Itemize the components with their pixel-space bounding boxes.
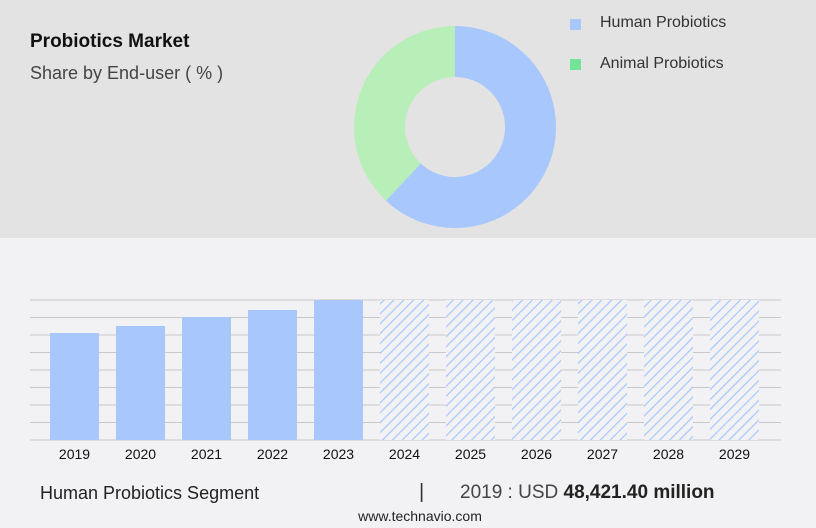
forecast-bar-2024	[380, 300, 429, 440]
legend-swatch-human	[570, 19, 581, 30]
segment-label: Human Probiotics Segment	[40, 483, 260, 503]
bar-2022	[248, 310, 297, 440]
bar-2021	[182, 317, 231, 440]
x-axis-labels: 2019 2020 2021 2022 2023 2024 2025 2026 …	[59, 446, 750, 462]
bar-series	[50, 300, 759, 440]
chart-title: Probiotics Market	[30, 31, 190, 52]
x-tick-label: 2023	[323, 446, 354, 462]
bar-2019	[50, 333, 99, 440]
legend-swatch-animal	[570, 59, 581, 70]
forecast-bar-2027	[578, 300, 627, 440]
bar-2023	[314, 300, 363, 440]
x-tick-label: 2029	[719, 446, 750, 462]
donut-chart	[354, 25, 557, 228]
legend-label-human: Human Probiotics	[600, 14, 727, 31]
year-label: 2019 : USD	[460, 482, 559, 503]
value-amount: 48,421.40 million	[563, 482, 715, 503]
segment-value: 2019 : USD 48,421.40 million	[460, 482, 715, 504]
forecast-bar-2028	[644, 300, 693, 440]
x-tick-label: 2022	[257, 446, 288, 462]
website-link[interactable]: www.technavio.com	[358, 508, 482, 524]
legend-label-animal: Animal Probiotics	[600, 55, 724, 72]
donut-slice	[385, 26, 557, 228]
x-tick-label: 2024	[389, 446, 420, 462]
bar-2020	[116, 326, 165, 440]
forecast-bar-2029	[710, 300, 759, 440]
forecast-bar-2026	[512, 300, 561, 440]
chart-subtitle: Share by End-user ( % )	[30, 63, 224, 83]
x-tick-label: 2026	[521, 446, 552, 462]
x-tick-label: 2025	[455, 446, 486, 462]
x-tick-label: 2020	[125, 446, 156, 462]
separator: |	[419, 481, 425, 503]
x-tick-label: 2028	[653, 446, 684, 462]
x-tick-label: 2021	[191, 446, 222, 462]
x-tick-label: 2019	[59, 446, 90, 462]
x-tick-label: 2027	[587, 446, 618, 462]
forecast-bar-2025	[446, 300, 495, 440]
donut-slice	[354, 25, 455, 201]
